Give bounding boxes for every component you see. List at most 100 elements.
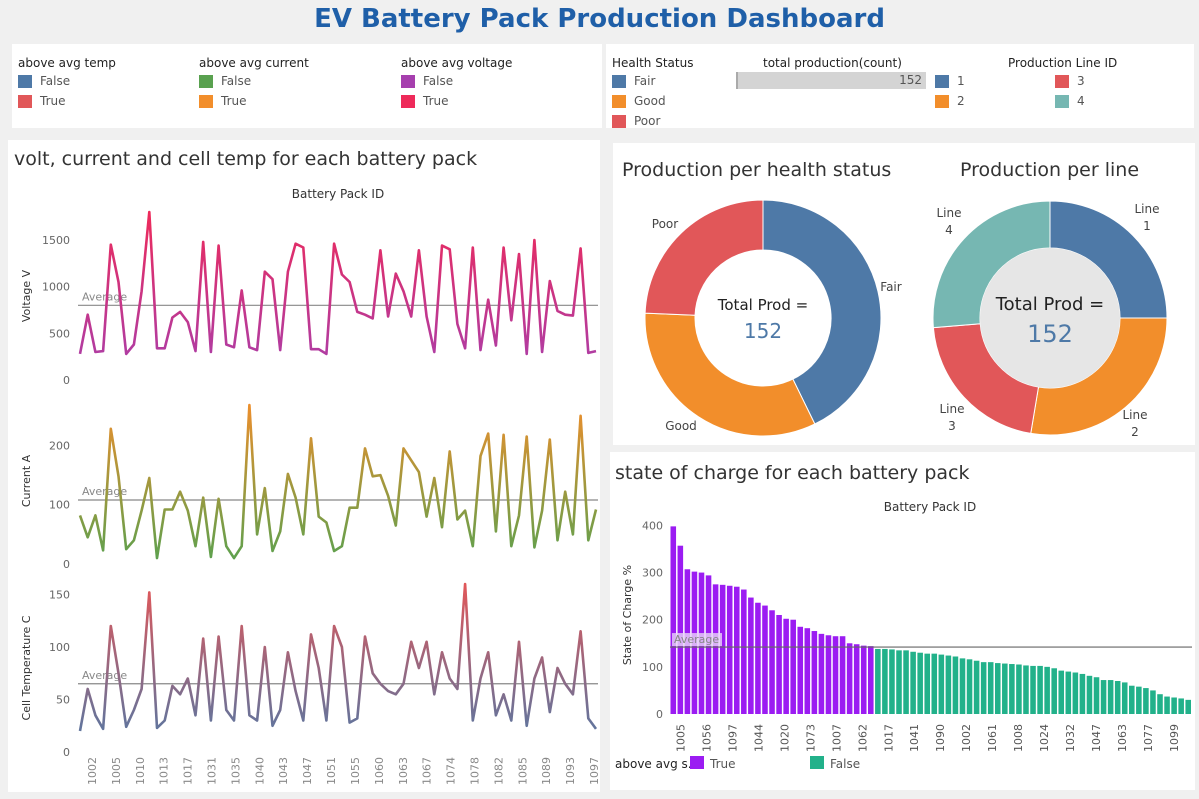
bar[interactable]	[903, 650, 909, 714]
bar[interactable]	[755, 602, 761, 714]
bar[interactable]	[1129, 685, 1135, 714]
bar[interactable]	[1114, 681, 1121, 714]
legend-swatch-true[interactable]	[690, 756, 704, 769]
bar[interactable]	[670, 526, 677, 714]
bar[interactable]	[733, 586, 740, 714]
bar[interactable]	[1037, 665, 1043, 714]
bar[interactable]	[931, 653, 938, 714]
bar[interactable]	[1143, 688, 1149, 714]
bar[interactable]	[811, 631, 818, 714]
bar[interactable]	[910, 651, 916, 714]
bar[interactable]	[959, 658, 966, 714]
bar[interactable]	[1178, 698, 1184, 714]
bar[interactable]	[1030, 665, 1036, 714]
bar[interactable]	[924, 653, 930, 714]
bar[interactable]	[748, 597, 754, 714]
x-tick-label: 1007	[830, 724, 843, 752]
bar[interactable]	[987, 662, 994, 714]
legend-health-poor[interactable]: Poor	[612, 114, 660, 128]
bar[interactable]	[769, 610, 775, 714]
bar[interactable]	[938, 654, 945, 714]
x-tick-label: 1020	[778, 724, 791, 752]
legend-swatch-false[interactable]	[810, 756, 824, 769]
bar[interactable]	[783, 618, 789, 714]
x-tick-label: 1010	[134, 757, 147, 785]
bar[interactable]	[1072, 672, 1079, 714]
bar[interactable]	[790, 619, 796, 714]
legend-line-3[interactable]: 3	[1055, 74, 1085, 88]
bar[interactable]	[1079, 673, 1086, 714]
bar[interactable]	[741, 589, 747, 714]
bar[interactable]	[889, 649, 895, 714]
bar[interactable]	[1107, 680, 1114, 714]
bar[interactable]	[846, 643, 853, 714]
bar[interactable]	[952, 656, 959, 714]
legend-temp-true[interactable]: True	[18, 94, 66, 108]
bar[interactable]	[966, 659, 973, 714]
legend-current-false[interactable]: False	[199, 74, 251, 88]
bar[interactable]	[776, 615, 782, 714]
legend-temp-false[interactable]: False	[18, 74, 70, 88]
bar[interactable]	[860, 645, 867, 714]
bar[interactable]	[882, 648, 888, 714]
legend-health-good[interactable]: Good	[612, 94, 666, 108]
bar[interactable]	[832, 636, 839, 714]
bar[interactable]	[1016, 664, 1022, 715]
bar[interactable]	[712, 584, 719, 714]
bar[interactable]	[896, 650, 902, 714]
bar[interactable]	[853, 644, 860, 714]
bar[interactable]	[726, 585, 733, 714]
bar[interactable]	[1058, 670, 1065, 714]
bar[interactable]	[1185, 699, 1191, 714]
total-production-bar[interactable]	[736, 72, 926, 89]
bar[interactable]	[980, 662, 987, 714]
bar[interactable]	[1023, 665, 1029, 714]
bar[interactable]	[1044, 666, 1050, 714]
bar[interactable]	[1002, 663, 1008, 714]
series-line-voltage[interactable]	[78, 210, 597, 356]
legend-voltage-true[interactable]: True	[401, 94, 449, 108]
bar[interactable]	[719, 584, 726, 714]
bar[interactable]	[1121, 682, 1128, 714]
y-tick-label: 0	[63, 746, 70, 759]
bar[interactable]	[973, 660, 980, 714]
legend-line-4[interactable]: 4	[1055, 94, 1085, 108]
bar[interactable]	[762, 605, 768, 714]
series-line-temp[interactable]	[78, 582, 598, 732]
bar[interactable]	[1136, 686, 1142, 714]
bar[interactable]	[804, 628, 811, 714]
bar[interactable]	[1100, 680, 1107, 714]
legend-voltage-false[interactable]: False	[401, 74, 453, 88]
legend-swatch	[18, 94, 32, 108]
bar[interactable]	[1157, 694, 1163, 714]
bar[interactable]	[1171, 697, 1177, 715]
bar[interactable]	[945, 655, 952, 714]
bar[interactable]	[1086, 675, 1093, 714]
legend-line-1[interactable]: 1	[935, 74, 965, 88]
bar[interactable]	[1051, 668, 1057, 714]
bar[interactable]	[1150, 690, 1156, 714]
bar[interactable]	[1164, 696, 1170, 714]
x-tick-label: 1063	[397, 757, 410, 785]
donut-slice-good[interactable]	[644, 312, 816, 437]
bar[interactable]	[1009, 664, 1015, 714]
bar[interactable]	[1093, 677, 1100, 714]
legend-line-2[interactable]: 2	[935, 94, 965, 108]
bar[interactable]	[825, 635, 832, 714]
bar[interactable]	[677, 545, 684, 714]
bar[interactable]	[917, 652, 923, 714]
x-tick-label: 1089	[540, 757, 553, 785]
legend-current-true[interactable]: True	[199, 94, 247, 108]
bar[interactable]	[818, 633, 825, 714]
bar[interactable]	[1065, 671, 1072, 714]
x-tick-label: 1097	[588, 757, 600, 785]
bar[interactable]	[875, 648, 881, 714]
bar[interactable]	[839, 636, 846, 714]
bar[interactable]	[994, 663, 1001, 714]
legend-health-fair[interactable]: Fair	[612, 74, 655, 88]
series-line-current[interactable]	[78, 403, 598, 560]
bar[interactable]	[797, 626, 804, 714]
bar[interactable]	[868, 646, 874, 714]
total-production-value: 152	[899, 73, 922, 87]
